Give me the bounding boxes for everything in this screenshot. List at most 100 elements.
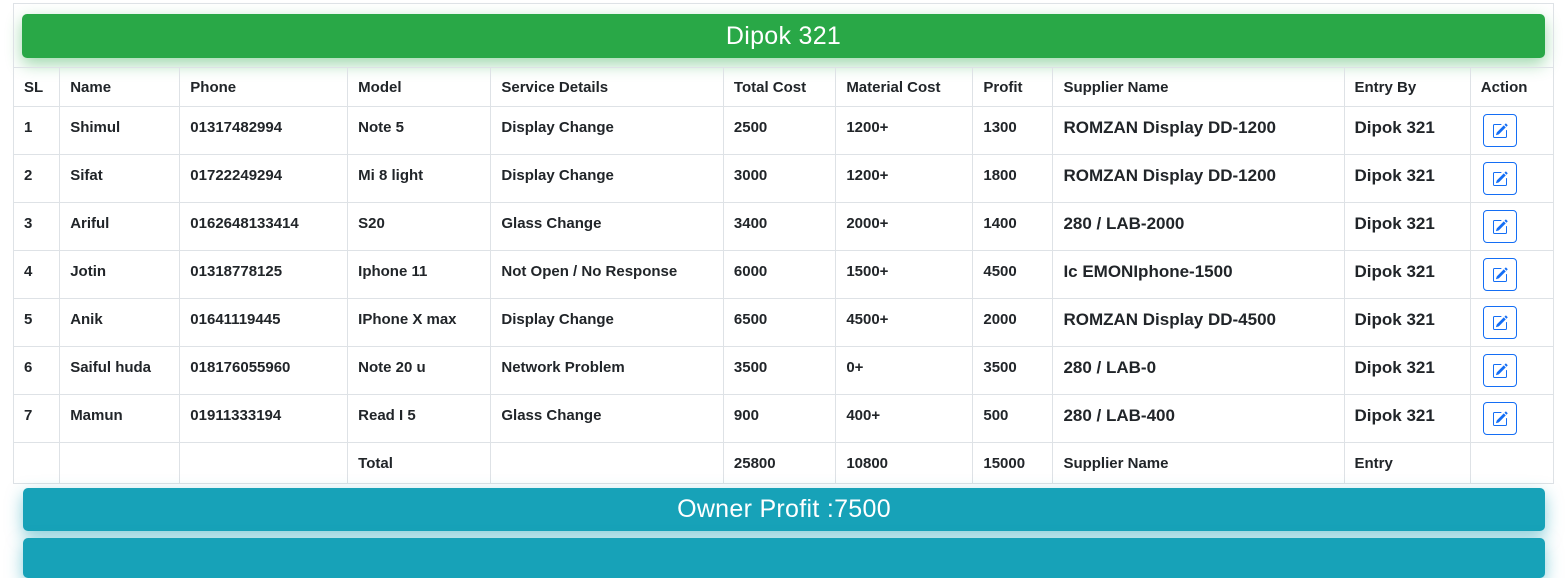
cell-supplier: ROMZAN Display DD-1200 [1052,154,1345,203]
col-header-material-cost: Material Cost [835,67,974,107]
cell-service: Not Open / No Response [490,250,724,299]
edit-button[interactable] [1482,354,1517,387]
pencil-square-icon [1492,314,1508,331]
cell-total-cost: 3400 [722,202,837,251]
cell-total-cost: 2500 [722,106,837,155]
cell-action [1469,346,1555,395]
cell-profit: 1300 [972,106,1054,155]
cell-model: Iphone 11 [347,250,492,299]
total-row: Total 25800 10800 15000 Supplier Name En… [12,442,1555,484]
cell-profit: 4500 [972,250,1054,299]
table-row: 5 Anik 01641119445 IPhone X max Display Chan… [12,298,1555,347]
pencil-square-icon [1492,410,1508,427]
page-container: Dipok 321 SL Name Phone Model Service De… [12,3,1555,578]
cell-phone: 01911333194 [179,394,349,443]
cell-name: Mamun [59,394,181,443]
table-row: 7 Mamun 01911333194 Read I 5 Glass Change 900… [12,394,1555,443]
cell-model: Note 20 u [347,346,492,395]
edit-button[interactable] [1482,210,1517,243]
total-material-cost: 10800 [835,442,974,484]
total-cell-phone [179,442,349,484]
col-header-model: Model [347,67,492,107]
table-row: 1 Shimul 01317482994 Note 5 Display Change 25… [12,106,1555,155]
col-header-name: Name [59,67,181,107]
cell-sl: 4 [12,250,61,299]
pencil-square-icon [1492,170,1508,187]
cell-supplier: 280 / LAB-400 [1052,394,1345,443]
cell-total-cost: 3000 [722,154,837,203]
table-body: 1 Shimul 01317482994 Note 5 Display Change 25… [12,106,1555,484]
cell-phone: 0162648133414 [179,202,349,251]
cell-entry-by: Dipok 321 [1343,298,1471,347]
secondary-banner-cutoff [23,538,1545,578]
title-banner-cell: Dipok 321 [13,3,1554,68]
total-cell-service [490,442,724,484]
cell-material-cost: 2000+ [835,202,974,251]
col-header-action: Action [1469,67,1555,107]
cell-phone: 01722249294 [179,154,349,203]
pencil-square-icon [1492,266,1508,283]
cell-supplier: ROMZAN Display DD-4500 [1052,298,1345,347]
cell-total-cost: 6500 [722,298,837,347]
cell-entry-by: Dipok 321 [1343,202,1471,251]
cell-service: Glass Change [490,202,724,251]
pencil-square-icon [1492,122,1508,139]
col-header-total-cost: Total Cost [722,67,837,107]
cell-supplier: 280 / LAB-2000 [1052,202,1345,251]
cell-model: Mi 8 light [347,154,492,203]
col-header-entry-by: Entry By [1343,67,1471,107]
cell-service: Display Change [490,298,724,347]
col-header-phone: Phone [179,67,349,107]
col-header-sl: SL [12,67,61,107]
pencil-square-icon [1492,362,1508,379]
total-label: Total [347,442,492,484]
cell-supplier: Ic EMONIphone-1500 [1052,250,1345,299]
cell-phone: 01317482994 [179,106,349,155]
cell-entry-by: Dipok 321 [1343,154,1471,203]
title-banner-row: Dipok 321 [13,3,1554,68]
cell-profit: 2000 [972,298,1054,347]
owner-profit-text: Owner Profit :7500 [677,495,891,523]
cell-profit: 500 [972,394,1054,443]
col-header-supplier: Supplier Name [1052,67,1345,107]
cell-sl: 3 [12,202,61,251]
cell-name: Ariful [59,202,181,251]
cell-total-cost: 3500 [722,346,837,395]
cell-phone: 01318778125 [179,250,349,299]
cell-name: Shimul [59,106,181,155]
cell-sl: 1 [12,106,61,155]
cell-service: Network Problem [490,346,724,395]
cell-total-cost: 900 [722,394,837,443]
cell-material-cost: 4500+ [835,298,974,347]
total-cell-action [1469,442,1555,484]
table-row: 2 Sifat 01722249294 Mi 8 light Display Chang… [12,154,1555,203]
cell-action [1469,250,1555,299]
cell-phone: 018176055960 [179,346,349,395]
cell-sl: 2 [12,154,61,203]
total-supplier-label: Supplier Name [1052,442,1345,484]
edit-button[interactable] [1482,306,1517,339]
cell-action [1469,202,1555,251]
cell-profit: 1800 [972,154,1054,203]
total-total-cost: 25800 [722,442,837,484]
edit-button[interactable] [1482,258,1517,291]
cell-action [1469,154,1555,203]
cell-model: S20 [347,202,492,251]
cell-sl: 5 [12,298,61,347]
total-cell-name [59,442,181,484]
cell-action [1469,298,1555,347]
edit-button[interactable] [1482,114,1517,147]
owner-profit-banner: Owner Profit :7500 [23,488,1545,531]
cell-entry-by: Dipok 321 [1343,394,1471,443]
cell-model: Read I 5 [347,394,492,443]
edit-button[interactable] [1482,402,1517,435]
table-row: 3 Ariful 0162648133414 S20 Glass Change 3400 2… [12,202,1555,251]
cell-supplier: ROMZAN Display DD-1200 [1052,106,1345,155]
cell-material-cost: 1500+ [835,250,974,299]
cell-sl: 6 [12,346,61,395]
cell-model: IPhone X max [347,298,492,347]
cell-service: Display Change [490,154,724,203]
cell-service: Glass Change [490,394,724,443]
edit-button[interactable] [1482,162,1517,195]
cell-supplier: 280 / LAB-0 [1052,346,1345,395]
